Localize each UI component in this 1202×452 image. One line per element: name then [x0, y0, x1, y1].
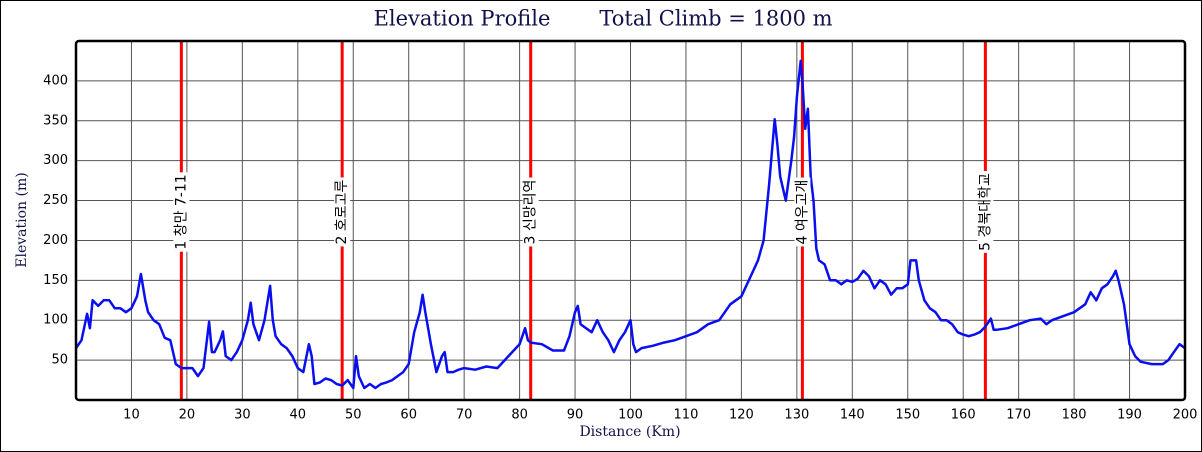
y-tick-label: 400	[43, 73, 68, 88]
x-tick-label: 190	[1117, 408, 1142, 423]
checkpoint-label-group: 5 경북대학교	[977, 171, 994, 253]
label-background	[977, 171, 994, 253]
y-tick-label: 50	[51, 353, 68, 368]
checkpoint-label-group: 3 신망리역	[522, 177, 539, 247]
x-tick-label: 140	[840, 408, 865, 423]
x-tick-label: 30	[234, 408, 251, 423]
x-tick-label: 60	[400, 408, 417, 423]
y-tick-label: 350	[43, 113, 68, 128]
y-tick-label: 100	[43, 313, 68, 328]
x-tick-label: 100	[618, 408, 643, 423]
x-tick-label: 160	[951, 408, 976, 423]
checkpoint-label-group: 4 여우고개	[794, 177, 811, 247]
chart-title: Elevation Profile	[374, 7, 551, 31]
checkpoint-label: 3 신망리역	[523, 180, 539, 245]
plot-border	[74, 39, 1187, 402]
x-tick-label: 130	[784, 408, 809, 423]
label-background	[173, 172, 190, 252]
label-background	[794, 177, 811, 247]
y-axis-label: Elevation (m)	[14, 172, 30, 267]
y-tick-label: 300	[43, 153, 68, 168]
y-tick-label: 150	[43, 273, 68, 288]
x-tick-label: 20	[179, 408, 196, 423]
checkpoint-label: 5 경북대학교	[977, 173, 993, 251]
checkpoint-label-group: 1 창만 7-11	[173, 172, 190, 252]
label-background	[522, 177, 539, 247]
x-tick-label: 40	[290, 408, 307, 423]
x-tick-label: 200	[1173, 408, 1198, 423]
y-tick-label: 250	[43, 193, 68, 208]
x-tick-label: 70	[456, 408, 473, 423]
y-tick-label: 200	[43, 233, 68, 248]
x-tick-label: 150	[895, 408, 920, 423]
elevation-line	[74, 59, 1186, 390]
checkpoint-label: 1 창만 7-11	[173, 174, 189, 249]
x-tick-label: 90	[567, 408, 584, 423]
chart-subtitle: Total Climb = 1800 m	[599, 7, 832, 31]
checkpoint-label: 2 호로고루	[334, 179, 350, 244]
x-tick-label: 120	[729, 408, 754, 423]
x-axis-label: Distance (Km)	[579, 424, 680, 440]
x-tick-label: 10	[123, 408, 140, 423]
checkpoint-label: 4 여우고개	[794, 180, 810, 245]
x-tick-label: 180	[1062, 408, 1087, 423]
x-tick-label: 170	[1006, 408, 1031, 423]
checkpoint-label-group: 2 호로고루	[334, 177, 351, 247]
label-background	[334, 177, 351, 247]
x-tick-label: 50	[345, 408, 362, 423]
x-tick-label: 80	[511, 408, 528, 423]
x-tick-label: 110	[674, 408, 699, 423]
